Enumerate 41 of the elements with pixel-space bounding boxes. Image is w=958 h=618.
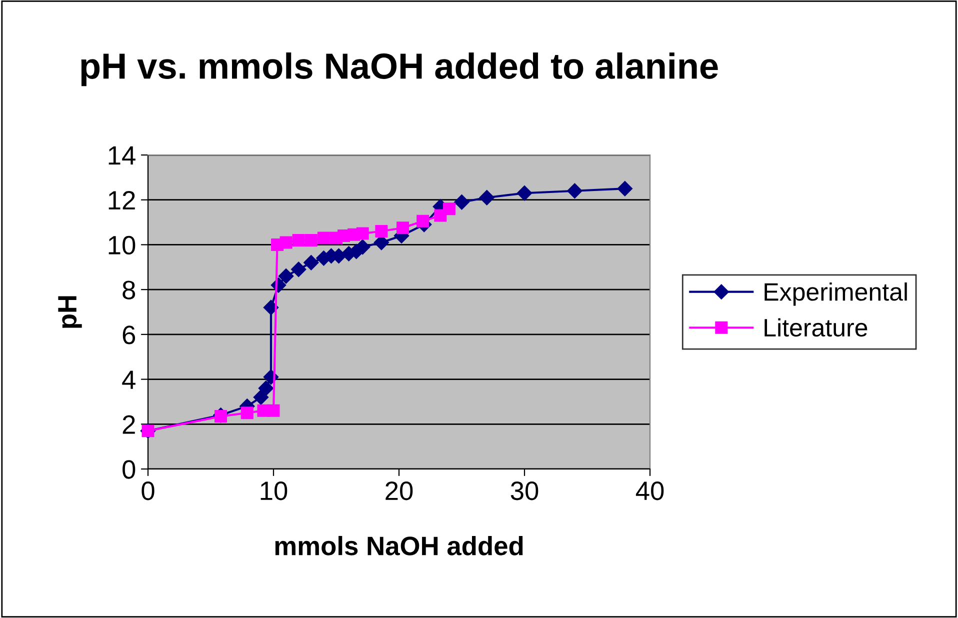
point (317, 232, 330, 244)
y-tick-label: 4 (122, 370, 136, 389)
point (267, 404, 280, 417)
legend-label: Literature (764, 318, 868, 337)
point (280, 236, 292, 249)
chart-title: pH vs. mmols NaOH added to alanine (81, 52, 718, 86)
x-tick-label: 20 (386, 482, 413, 500)
point (396, 222, 410, 234)
point (278, 268, 294, 284)
point (617, 181, 632, 196)
x-tick-label: 40 (636, 482, 664, 500)
y-tick-label: 2 (122, 415, 135, 434)
point (214, 410, 228, 423)
x-tick-label: 10 (260, 482, 288, 500)
point (304, 234, 318, 246)
point (416, 214, 430, 228)
point (356, 227, 369, 240)
y-tick-label: 10 (108, 236, 136, 255)
point (291, 262, 306, 277)
y-tick-label: 14 (108, 146, 136, 165)
point (516, 186, 532, 201)
x-tick-label: 0 (142, 482, 154, 500)
point (454, 194, 470, 210)
point (253, 390, 269, 405)
point (258, 380, 274, 396)
point (442, 202, 456, 216)
y-tick-label: 0 (122, 460, 136, 479)
legend-label: Experimental (764, 282, 907, 306)
point (355, 239, 370, 255)
point (304, 255, 319, 270)
x-axis-title: mmols NaOH added (275, 536, 523, 556)
y-tick-label: 6 (122, 326, 136, 344)
point (292, 234, 305, 246)
point (567, 183, 582, 198)
y-tick-label: 8 (122, 280, 136, 300)
point (479, 190, 494, 206)
y-axis-title: pH (58, 296, 82, 328)
x-tick-label: 30 (510, 482, 538, 500)
y-tick-label: 12 (108, 190, 135, 210)
point (375, 225, 388, 238)
point (240, 406, 254, 420)
